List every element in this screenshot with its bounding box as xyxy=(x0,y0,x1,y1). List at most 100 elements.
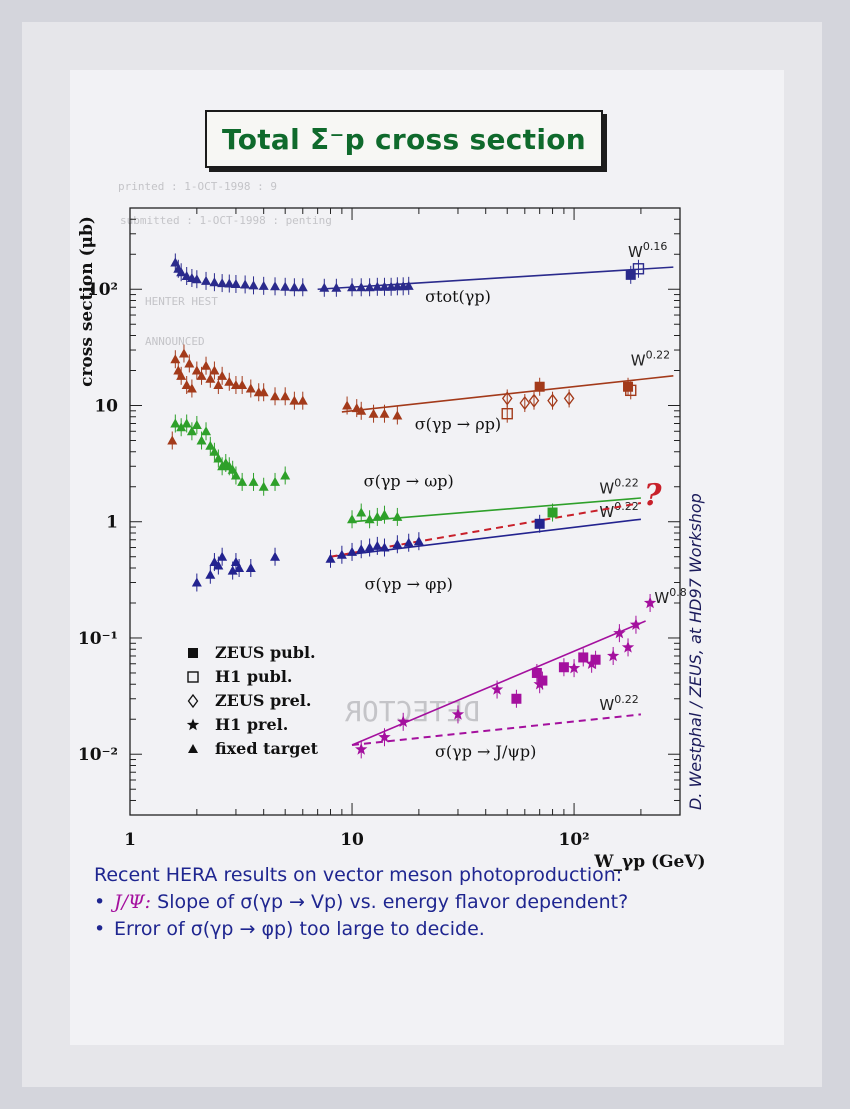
data-point-jpsi xyxy=(378,730,391,743)
data-point-jpsi xyxy=(607,649,620,662)
data-point-phi xyxy=(270,551,281,561)
process-label-phi: σ(γp → φp) xyxy=(365,575,453,594)
data-point-rho xyxy=(528,393,540,408)
title-box: Total Σ⁻p cross section xyxy=(205,110,603,168)
process-label-rho: σ(γp → ρp) xyxy=(415,415,501,434)
legend-marker xyxy=(188,744,198,753)
data-point-rho xyxy=(297,395,308,405)
data-point-phi xyxy=(379,542,390,552)
data-point-tot xyxy=(280,281,291,291)
data-point-tot xyxy=(625,269,636,280)
fit-line xyxy=(351,620,646,746)
caption-line-3: • Error of σ(γp → φp) too large to decide… xyxy=(94,916,774,943)
data-point-rho xyxy=(534,381,545,392)
data-point-tot xyxy=(347,282,358,292)
data-point-rho xyxy=(547,393,558,408)
data-point-jpsi xyxy=(643,596,657,609)
process-label-tot: σtot(γp) xyxy=(425,287,491,306)
data-point-rho xyxy=(237,380,248,390)
x-tick-label: 10 xyxy=(340,830,364,850)
data-point-rho xyxy=(379,408,390,418)
question-mark: ? xyxy=(644,478,662,513)
data-point-jpsi xyxy=(531,667,542,678)
data-point-jpsi xyxy=(629,618,643,630)
data-point-phi xyxy=(336,549,347,559)
data-point-omega xyxy=(170,418,181,428)
legend-label: H1 prel. xyxy=(215,715,288,734)
data-point-rho xyxy=(356,405,367,415)
caption-line-2: • J/Ψ: Slope of σ(γp → Vp) vs. energy fla… xyxy=(94,889,774,916)
data-point-rho xyxy=(501,407,513,420)
data-point-phi xyxy=(534,518,545,529)
data-point-jpsi xyxy=(397,715,410,728)
data-point-phi xyxy=(227,565,238,575)
paper-inner xyxy=(70,70,784,1045)
data-point-omega xyxy=(201,426,212,436)
data-point-rho xyxy=(186,383,197,393)
data-point-rho xyxy=(196,370,207,380)
legend-marker xyxy=(188,648,198,658)
data-point-rho xyxy=(213,380,224,390)
plot-frame xyxy=(129,207,681,816)
data-point-rho xyxy=(280,391,291,401)
data-point-rho xyxy=(167,435,178,445)
x-tick-label: 1 xyxy=(124,830,136,850)
data-point-jpsi xyxy=(567,661,581,674)
ghost-text-2: submitted : 1-OCT-1998 : penting xyxy=(120,214,332,227)
data-point-tot xyxy=(181,271,192,281)
data-point-rho xyxy=(170,354,181,364)
legend-marker xyxy=(187,693,199,709)
data-point-rho xyxy=(176,370,187,380)
data-point-rho xyxy=(191,365,202,375)
data-point-rho xyxy=(245,383,256,393)
data-point-phi xyxy=(364,542,375,552)
data-point-jpsi xyxy=(537,675,548,686)
data-point-rho xyxy=(392,410,403,420)
signature: D. Westphal / ZEUS, at HD97 Workshop xyxy=(686,493,705,810)
legend-label: ZEUS publ. xyxy=(215,643,316,662)
data-point-phi xyxy=(356,544,367,554)
data-point-jpsi xyxy=(558,662,569,673)
ghost-text-1: printed : 1-OCT-1998 : 9 xyxy=(118,180,277,193)
data-point-omega xyxy=(547,507,558,518)
data-point-phi xyxy=(217,551,228,561)
data-point-omega xyxy=(356,507,367,517)
data-point-rho xyxy=(209,365,220,375)
data-point-omega xyxy=(270,476,281,486)
legend-marker xyxy=(186,718,200,731)
data-point-jpsi xyxy=(613,626,626,639)
data-point-rho xyxy=(181,380,192,390)
x-tick-label: 10² xyxy=(559,830,590,850)
data-point-omega xyxy=(213,453,224,463)
fit-label: W0.8 xyxy=(654,586,686,607)
data-point-rho xyxy=(289,395,300,405)
data-point-rho xyxy=(342,400,353,410)
data-point-phi xyxy=(230,557,241,567)
data-point-rho xyxy=(201,360,212,370)
fit-line xyxy=(351,713,642,747)
data-point-omega xyxy=(280,470,291,480)
data-point-omega xyxy=(205,440,216,450)
data-point-phi xyxy=(234,562,245,572)
y-tick-label: 1 xyxy=(106,513,118,533)
data-point-omega xyxy=(191,419,202,429)
process-label-jpsi: σ(γp → J/ψp) xyxy=(435,742,536,761)
data-point-phi xyxy=(413,536,424,546)
data-point-rho xyxy=(184,358,195,368)
data-point-rho xyxy=(217,370,228,380)
data-point-tot xyxy=(230,278,241,288)
legend-label: H1 publ. xyxy=(215,667,292,686)
paper-sheet xyxy=(22,22,822,1087)
data-point-jpsi xyxy=(490,683,504,695)
y-axis-label: cross section (μb) xyxy=(77,216,97,387)
data-point-rho xyxy=(563,391,575,406)
data-point-rho xyxy=(205,373,216,383)
bullet-icon: • xyxy=(94,891,106,913)
data-point-tot xyxy=(217,278,228,288)
caption-jpsi-label: J/Ψ: xyxy=(114,891,152,913)
caption: Recent HERA results on vector meson phot… xyxy=(94,862,774,943)
data-point-tot xyxy=(209,277,220,287)
data-point-tot xyxy=(356,282,367,292)
data-point-tot xyxy=(632,263,645,275)
